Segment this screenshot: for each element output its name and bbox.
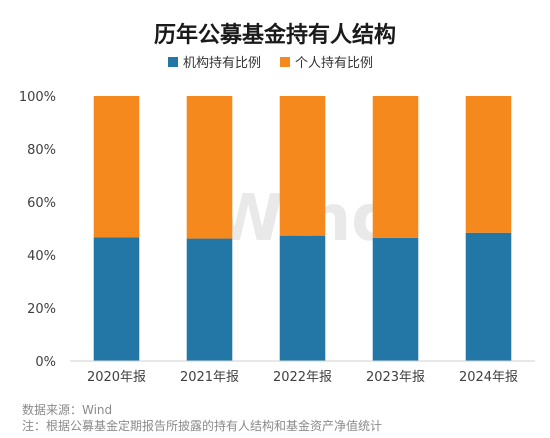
x-tick-label: 2020年报 [87, 370, 146, 385]
bar-segment-individual [372, 96, 419, 238]
legend-label-individual: 个人持有比例 [295, 56, 373, 71]
bar-segment-individual [465, 96, 512, 233]
y-axis-tick-labels: 0% 20% 40% 60% 80% 100% [19, 90, 56, 370]
y-tick-label: 20% [27, 302, 56, 317]
bars [93, 96, 512, 361]
chart-title: 历年公募基金持有人结构 [154, 22, 396, 48]
legend-swatch-institutional [168, 57, 178, 67]
footnote: 注：根据公募基金定期报告所披露的持有人结构和基金资产净值统计 [22, 418, 382, 433]
source-note: 数据来源：Wind [22, 402, 112, 417]
x-tick-label: 2022年报 [273, 370, 332, 385]
x-axis-tick-labels: 2020年报 2021年报 2022年报 2023年报 2024年报 [87, 370, 518, 385]
bar-segment-institutional [279, 235, 326, 361]
y-tick-label: 100% [19, 90, 56, 105]
y-tick-label: 80% [27, 143, 56, 158]
bar-segment-individual [186, 96, 233, 239]
y-tick-label: 60% [27, 196, 56, 211]
bar-segment-institutional [186, 238, 233, 361]
x-tick-label: 2021年报 [180, 370, 239, 385]
bar-segment-institutional [465, 232, 512, 361]
bar-segment-individual [93, 96, 140, 238]
legend: 机构持有比例 个人持有比例 [168, 56, 373, 71]
bar-segment-institutional [372, 237, 419, 361]
x-tick-label: 2024年报 [459, 370, 518, 385]
bar-segment-individual [279, 96, 326, 236]
legend-label-institutional: 机构持有比例 [183, 56, 261, 71]
y-tick-label: 40% [27, 249, 56, 264]
legend-swatch-individual [280, 57, 290, 67]
bar-segment-institutional [93, 237, 140, 361]
x-tick-label: 2023年报 [366, 370, 425, 385]
y-tick-label: 0% [35, 355, 56, 370]
